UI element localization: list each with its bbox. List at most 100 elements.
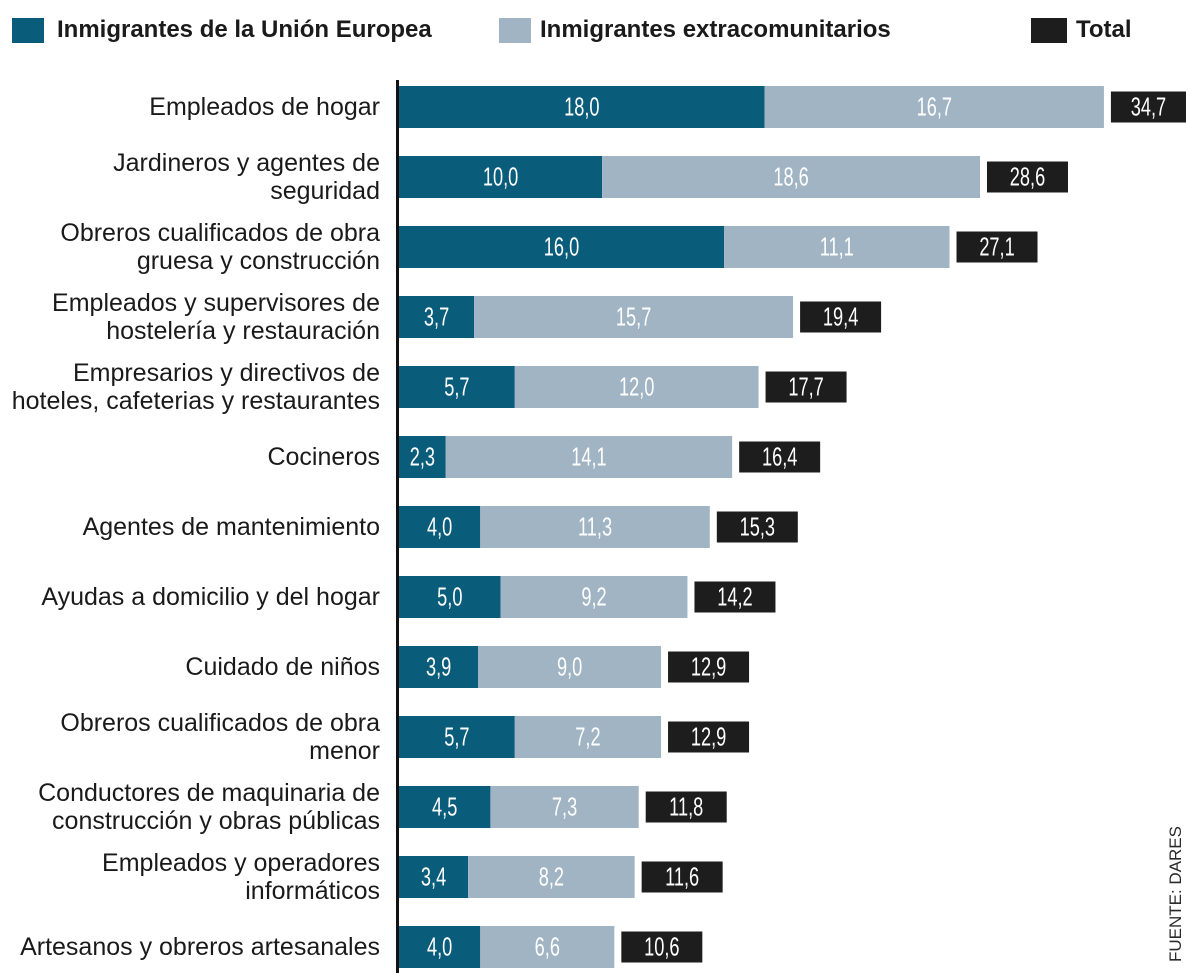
bar-segment-eu-immigrants: [399, 86, 765, 128]
total-label: 14,2: [717, 583, 752, 612]
value-label-eu-immigrants: 10,0: [483, 163, 518, 192]
category-label: Obreros cualificados de obra gruesa y co…: [60, 219, 380, 275]
category-label: Obreros cualificados de obra menor: [60, 709, 380, 765]
value-label-eu-immigrants: 18,0: [564, 93, 599, 122]
legend-label-non-eu-immigrants: Inmigrantes extracomunitarios: [540, 16, 891, 43]
category-label: Empleados y operadores informáticos: [102, 849, 380, 905]
total-box: [956, 231, 1038, 263]
category-label: Empleados de hogar: [149, 93, 380, 121]
bar-segment-eu-immigrants: [399, 436, 446, 478]
value-label-eu-immigrants: 5,0: [437, 583, 462, 612]
value-label-non-eu-immigrants: 16,7: [917, 93, 952, 122]
category-label: Cocineros: [267, 443, 380, 471]
total-box: [765, 371, 847, 403]
category-label: Conductores de maquinaria de construcció…: [38, 779, 380, 835]
bar-segment-non-eu-immigrants: [445, 436, 733, 478]
bar-segment-eu-immigrants: [399, 786, 491, 828]
bar-segment-non-eu-immigrants: [764, 86, 1104, 128]
total-box: [645, 791, 727, 823]
total-box: [716, 511, 798, 543]
bar-segment-non-eu-immigrants: [474, 296, 794, 338]
bar-segment-non-eu-immigrants: [514, 716, 662, 758]
value-label-eu-immigrants: 3,7: [424, 303, 449, 332]
bar-segment-non-eu-immigrants: [500, 576, 688, 618]
value-label-eu-immigrants: 4,0: [427, 513, 452, 542]
value-label-eu-immigrants: 4,5: [432, 793, 457, 822]
total-label: 27,1: [979, 233, 1014, 262]
value-label-non-eu-immigrants: 9,2: [581, 583, 606, 612]
total-label: 28,6: [1010, 163, 1045, 192]
category-label: Ayudas a domicilio y del hogar: [41, 583, 380, 611]
bar-segment-non-eu-immigrants: [514, 366, 759, 408]
total-box: [694, 581, 776, 613]
category-label: Jardineros y agentes de seguridad: [113, 149, 380, 205]
category-label: Artesanos y obreros artesanales: [20, 933, 380, 961]
total-box: [668, 651, 750, 683]
total-box: [800, 301, 882, 333]
total-label: 11,8: [669, 793, 703, 822]
total-label: 10,6: [644, 933, 679, 962]
value-label-non-eu-immigrants: 12,0: [619, 373, 654, 402]
legend-item-non-eu-immigrants: Inmigrantes extracomunitarios: [499, 15, 891, 45]
bar-segment-eu-immigrants: [399, 296, 475, 338]
bar-segment-eu-immigrants: [399, 506, 481, 548]
bar-segment-eu-immigrants: [399, 226, 725, 268]
bar-segment-non-eu-immigrants: [490, 786, 639, 828]
source-note: FUENTE: DARES: [1166, 826, 1185, 963]
legend-swatch-non-eu-immigrants: [499, 17, 531, 43]
bar-segment-non-eu-immigrants: [478, 646, 662, 688]
total-box: [668, 721, 750, 753]
bar-segment-non-eu-immigrants: [468, 856, 635, 898]
bar-segment-non-eu-immigrants: [480, 506, 710, 548]
total-box: [739, 441, 821, 473]
legend-swatch-eu-immigrants: [12, 17, 44, 43]
bar-segment-non-eu-immigrants: [602, 156, 980, 198]
bar-segment-eu-immigrants: [399, 156, 603, 198]
value-label-non-eu-immigrants: 14,1: [571, 443, 606, 472]
bar-segment-eu-immigrants: [399, 576, 501, 618]
total-box: [1110, 91, 1186, 123]
total-label: 16,4: [762, 443, 797, 472]
total-label: 11,6: [665, 863, 699, 892]
legend: Inmigrantes de la Unión Europea Inmigran…: [0, 0, 1186, 60]
category-label: Empresarios y directivos de hoteles, caf…: [11, 359, 380, 415]
bar-segment-eu-immigrants: [399, 856, 469, 898]
bar-segment-eu-immigrants: [399, 716, 515, 758]
value-label-non-eu-immigrants: 7,2: [575, 723, 600, 752]
value-label-non-eu-immigrants: 7,3: [552, 793, 577, 822]
value-label-eu-immigrants: 16,0: [544, 233, 579, 262]
bar-segment-non-eu-immigrants: [480, 926, 615, 968]
bars-layer: 18,0 16,7 34,7 10,0 18,6 28,6 16,0 11,1 27,1 3,7 1…: [399, 86, 1186, 968]
total-label: 17,7: [788, 373, 823, 402]
bar-segment-non-eu-immigrants: [724, 226, 950, 268]
value-label-non-eu-immigrants: 11,1: [820, 233, 854, 262]
value-label-eu-immigrants: 5,7: [444, 723, 469, 752]
category-label: Cuidado de niños: [185, 653, 380, 681]
value-label-non-eu-immigrants: 15,7: [616, 303, 651, 332]
legend-swatch-total: [1031, 17, 1067, 43]
value-label-eu-immigrants: 3,9: [426, 653, 451, 682]
bar-segment-eu-immigrants: [399, 646, 479, 688]
legend-item-eu-immigrants: Inmigrantes de la Unión Europea: [12, 15, 432, 45]
value-label-non-eu-immigrants: 18,6: [773, 163, 808, 192]
category-label: Agentes de mantenimiento: [82, 513, 380, 541]
value-label-eu-immigrants: 3,4: [421, 863, 446, 892]
total-label: 12,9: [691, 653, 726, 682]
total-box: [641, 861, 723, 893]
value-label-non-eu-immigrants: 9,0: [557, 653, 582, 682]
legend-item-total: Total: [1031, 15, 1132, 45]
total-box: [986, 161, 1068, 193]
total-label: 34,7: [1131, 93, 1166, 122]
legend-label-eu-immigrants: Inmigrantes de la Unión Europea: [57, 16, 432, 43]
category-label: Empleados y supervisores de hostelería y…: [52, 289, 380, 345]
value-label-eu-immigrants: 2,3: [410, 443, 435, 472]
total-label: 12,9: [691, 723, 726, 752]
bar-segment-eu-immigrants: [399, 926, 481, 968]
value-label-non-eu-immigrants: 6,6: [535, 933, 560, 962]
total-label: 15,3: [740, 513, 775, 542]
total-label: 19,4: [823, 303, 858, 332]
value-label-non-eu-immigrants: 11,3: [578, 513, 612, 542]
value-label-non-eu-immigrants: 8,2: [539, 863, 564, 892]
